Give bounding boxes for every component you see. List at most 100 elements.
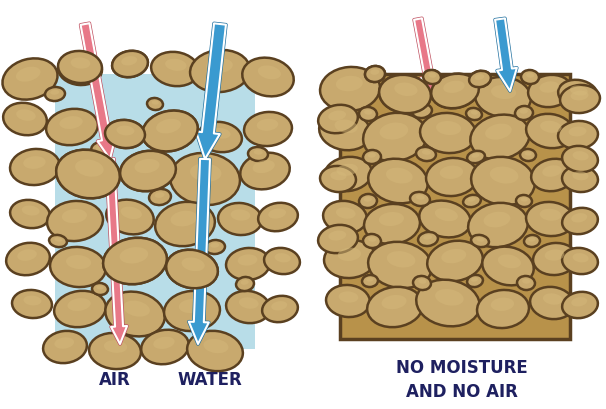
Ellipse shape <box>142 111 198 152</box>
Ellipse shape <box>156 119 181 134</box>
Ellipse shape <box>10 150 60 186</box>
Ellipse shape <box>477 290 529 328</box>
Ellipse shape <box>467 275 483 288</box>
Ellipse shape <box>468 198 476 202</box>
Ellipse shape <box>119 247 148 264</box>
Ellipse shape <box>336 76 363 92</box>
Ellipse shape <box>379 76 431 114</box>
Ellipse shape <box>218 203 262 236</box>
Ellipse shape <box>418 279 427 284</box>
Ellipse shape <box>135 160 159 174</box>
Ellipse shape <box>258 66 281 80</box>
Ellipse shape <box>428 74 436 79</box>
Ellipse shape <box>75 160 104 177</box>
Ellipse shape <box>253 161 275 174</box>
Ellipse shape <box>491 298 514 311</box>
Ellipse shape <box>370 70 379 76</box>
Ellipse shape <box>120 151 176 192</box>
Ellipse shape <box>318 106 358 134</box>
Polygon shape <box>414 19 437 95</box>
Ellipse shape <box>56 151 120 199</box>
Ellipse shape <box>103 238 167 285</box>
Polygon shape <box>414 19 437 95</box>
Ellipse shape <box>147 99 163 111</box>
Ellipse shape <box>103 238 167 285</box>
Ellipse shape <box>170 211 198 227</box>
Ellipse shape <box>410 193 430 207</box>
Ellipse shape <box>362 275 378 287</box>
Ellipse shape <box>336 208 356 219</box>
Ellipse shape <box>517 276 535 290</box>
Ellipse shape <box>364 204 420 245</box>
Ellipse shape <box>471 157 535 206</box>
Ellipse shape <box>539 82 559 94</box>
Ellipse shape <box>572 172 588 181</box>
Ellipse shape <box>339 292 358 303</box>
Text: AIR: AIR <box>99 370 131 388</box>
Ellipse shape <box>155 193 165 198</box>
Ellipse shape <box>416 280 480 326</box>
Ellipse shape <box>423 71 441 85</box>
Ellipse shape <box>204 339 228 353</box>
Ellipse shape <box>545 250 564 261</box>
Ellipse shape <box>571 297 587 307</box>
Ellipse shape <box>431 74 479 109</box>
Ellipse shape <box>533 243 577 275</box>
Ellipse shape <box>365 67 385 83</box>
Ellipse shape <box>50 247 106 288</box>
Ellipse shape <box>368 160 428 204</box>
Ellipse shape <box>75 160 104 177</box>
Ellipse shape <box>326 285 370 317</box>
Ellipse shape <box>525 152 532 156</box>
Ellipse shape <box>418 232 438 247</box>
Ellipse shape <box>179 299 204 313</box>
Ellipse shape <box>469 72 491 88</box>
Ellipse shape <box>526 74 534 79</box>
Ellipse shape <box>540 209 561 221</box>
Ellipse shape <box>320 166 356 193</box>
Ellipse shape <box>22 206 39 216</box>
Ellipse shape <box>431 74 479 109</box>
Ellipse shape <box>210 243 219 248</box>
Ellipse shape <box>558 121 598 150</box>
Ellipse shape <box>367 287 423 327</box>
Ellipse shape <box>156 119 181 134</box>
Ellipse shape <box>521 71 539 85</box>
Ellipse shape <box>238 255 258 266</box>
Ellipse shape <box>475 78 531 118</box>
Ellipse shape <box>363 151 381 164</box>
Ellipse shape <box>17 249 37 261</box>
Ellipse shape <box>275 254 291 263</box>
Polygon shape <box>495 19 517 92</box>
Ellipse shape <box>368 237 376 242</box>
Ellipse shape <box>395 83 418 97</box>
Ellipse shape <box>338 248 361 261</box>
Ellipse shape <box>165 60 187 72</box>
Ellipse shape <box>262 296 298 322</box>
Ellipse shape <box>16 67 41 83</box>
Ellipse shape <box>420 114 476 154</box>
Ellipse shape <box>155 202 215 247</box>
Ellipse shape <box>121 57 137 66</box>
Ellipse shape <box>427 241 483 282</box>
Ellipse shape <box>471 278 478 282</box>
Ellipse shape <box>423 71 441 85</box>
Polygon shape <box>81 24 115 160</box>
Ellipse shape <box>520 150 536 162</box>
Ellipse shape <box>522 279 530 284</box>
Ellipse shape <box>56 151 120 199</box>
Ellipse shape <box>562 292 598 318</box>
Ellipse shape <box>440 166 463 180</box>
Ellipse shape <box>164 291 220 331</box>
Ellipse shape <box>241 280 248 285</box>
Ellipse shape <box>121 207 142 220</box>
Ellipse shape <box>328 111 346 121</box>
Ellipse shape <box>24 296 41 306</box>
Ellipse shape <box>491 86 516 100</box>
Ellipse shape <box>264 248 300 274</box>
Ellipse shape <box>142 111 198 152</box>
Ellipse shape <box>571 213 587 223</box>
Ellipse shape <box>443 81 465 94</box>
Ellipse shape <box>244 112 292 147</box>
Ellipse shape <box>467 151 485 164</box>
